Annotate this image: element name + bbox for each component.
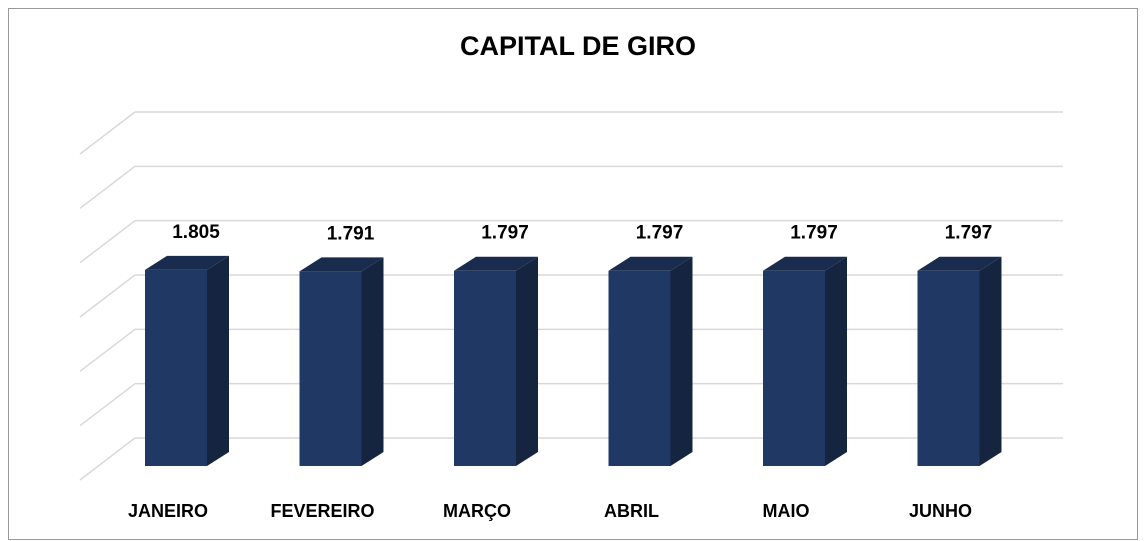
bar — [608, 256, 693, 466]
bar-side — [825, 256, 847, 466]
bar-side — [207, 255, 229, 466]
grid-line-side — [79, 437, 136, 481]
data-label: 1.797 — [790, 223, 838, 244]
x-tick-label: MAIO — [763, 501, 810, 521]
bar — [299, 257, 384, 466]
bar — [145, 255, 229, 466]
data-label: 1.797 — [636, 223, 684, 244]
bar-front — [145, 269, 207, 466]
bar-top — [454, 256, 538, 271]
data-label: 1.805 — [172, 222, 220, 243]
bar-side — [670, 256, 693, 466]
x-tick-label: MARÇO — [443, 501, 511, 521]
x-tick-label: JUNHO — [909, 501, 972, 521]
x-tick-label: ABRIL — [604, 501, 659, 521]
bar-top — [299, 257, 384, 272]
bar — [763, 256, 847, 466]
bar-top — [145, 255, 229, 270]
data-label: 1.797 — [945, 223, 993, 244]
x-tick-label: FEVEREIRO — [270, 501, 374, 521]
bar-top — [763, 256, 847, 271]
bar-top — [608, 256, 693, 271]
bar-front — [299, 271, 362, 466]
bar-side — [516, 256, 538, 466]
bar-front — [917, 270, 980, 466]
grid-line-side — [79, 383, 136, 427]
grid-line-side — [79, 328, 136, 372]
x-tick-label: JANEIRO — [128, 501, 208, 521]
grid-line-side — [79, 274, 136, 318]
grid-line-side — [79, 220, 136, 264]
data-label: 1.797 — [481, 223, 529, 244]
bar — [454, 256, 538, 466]
bar-side — [979, 256, 1002, 466]
data-label: 1.791 — [327, 223, 375, 244]
bar-front — [608, 270, 671, 466]
grid-line-side — [79, 165, 136, 209]
bar-front — [454, 270, 516, 466]
grid-line-side — [79, 111, 136, 155]
bar — [917, 256, 1002, 466]
bar-side — [361, 257, 384, 466]
bar-top — [917, 256, 1002, 271]
chart-title: CAPITAL DE GIRO — [460, 31, 696, 61]
bar-front — [763, 270, 825, 466]
